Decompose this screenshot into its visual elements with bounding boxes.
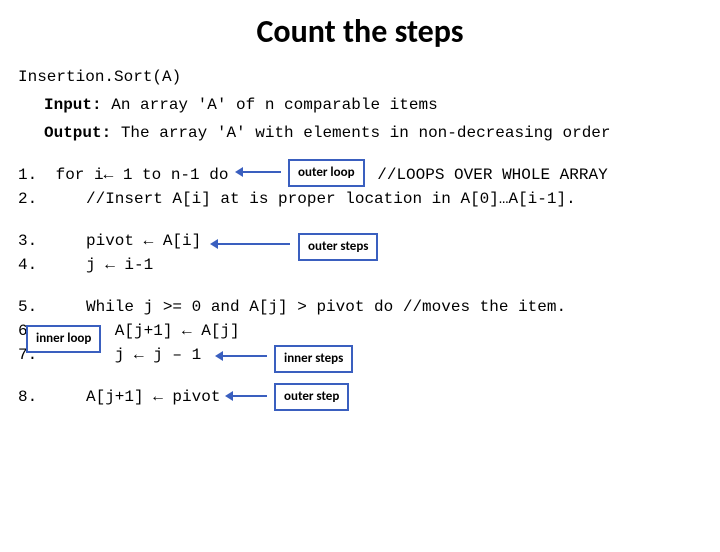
output-line: Output: The array 'A' with elements in n…	[44, 121, 702, 145]
line-num: 1.	[18, 163, 46, 187]
outer-step-label: outer step	[274, 383, 349, 411]
line-num: 4.	[18, 253, 46, 277]
code-text: A[j+1] ← A[j]	[86, 322, 240, 340]
line-num: 8.	[18, 385, 46, 409]
code-text: for i← 1 to n-1 do	[46, 166, 228, 184]
code-text: j ← j – 1	[86, 346, 201, 364]
code-text: //Insert A[i] at is proper location in A…	[86, 190, 576, 208]
input-line: Input: An array 'A' of n comparable item…	[44, 93, 702, 117]
code-text: A[j+1] ← pivot	[86, 388, 220, 406]
signature-line: Insertion.Sort(A)	[18, 65, 702, 89]
code-line-7: 7. j ← j – 1	[18, 343, 702, 367]
line-num: 5.	[18, 295, 46, 319]
code-text: pivot ← A[i]	[86, 232, 201, 250]
code-block-4: 8. A[j+1] ← pivot outer step	[18, 385, 702, 409]
outer-loop-label: outer loop	[288, 159, 365, 187]
code-comment: //LOOPS OVER WHOLE ARRAY	[348, 166, 607, 184]
output-label: Output:	[44, 124, 111, 142]
inner-loop-label: inner loop	[26, 325, 101, 353]
arrow-icon	[243, 171, 281, 173]
outer-steps-label: outer steps	[298, 233, 378, 261]
code-text: While j >= 0 and A[j] > pivot do //moves…	[86, 298, 566, 316]
output-text: The array 'A' with elements in non-decre…	[111, 124, 610, 142]
inner-steps-label: inner steps	[274, 345, 353, 373]
content-area: Insertion.Sort(A) Input: An array 'A' of…	[0, 65, 720, 409]
line-num: 3.	[18, 229, 46, 253]
code-line-5: 5. While j >= 0 and A[j] > pivot do //mov…	[18, 295, 702, 319]
arrow-icon	[218, 243, 290, 245]
code-line-8: 8. A[j+1] ← pivot	[18, 385, 702, 409]
code-line-2: 2. //Insert A[i] at is proper location in…	[18, 187, 702, 211]
code-text: j ← i-1	[86, 256, 153, 274]
arrow-icon	[223, 355, 267, 357]
input-text: An array 'A' of n comparable items	[102, 96, 438, 114]
code-line-6: 6. A[j+1] ← A[j]	[18, 319, 702, 343]
input-label: Input:	[44, 96, 102, 114]
arrow-icon	[233, 395, 267, 397]
code-block-1: 1. for i← 1 to n-1 do //LOOPS OVER WHOLE…	[18, 163, 702, 211]
page-title: Count the steps	[0, 12, 720, 51]
line-num: 2.	[18, 187, 46, 211]
code-block-2: 3. pivot ← A[i] 4. j ← i-1 outer steps	[18, 229, 702, 277]
code-block-3: 5. While j >= 0 and A[j] > pivot do //mov…	[18, 295, 702, 367]
